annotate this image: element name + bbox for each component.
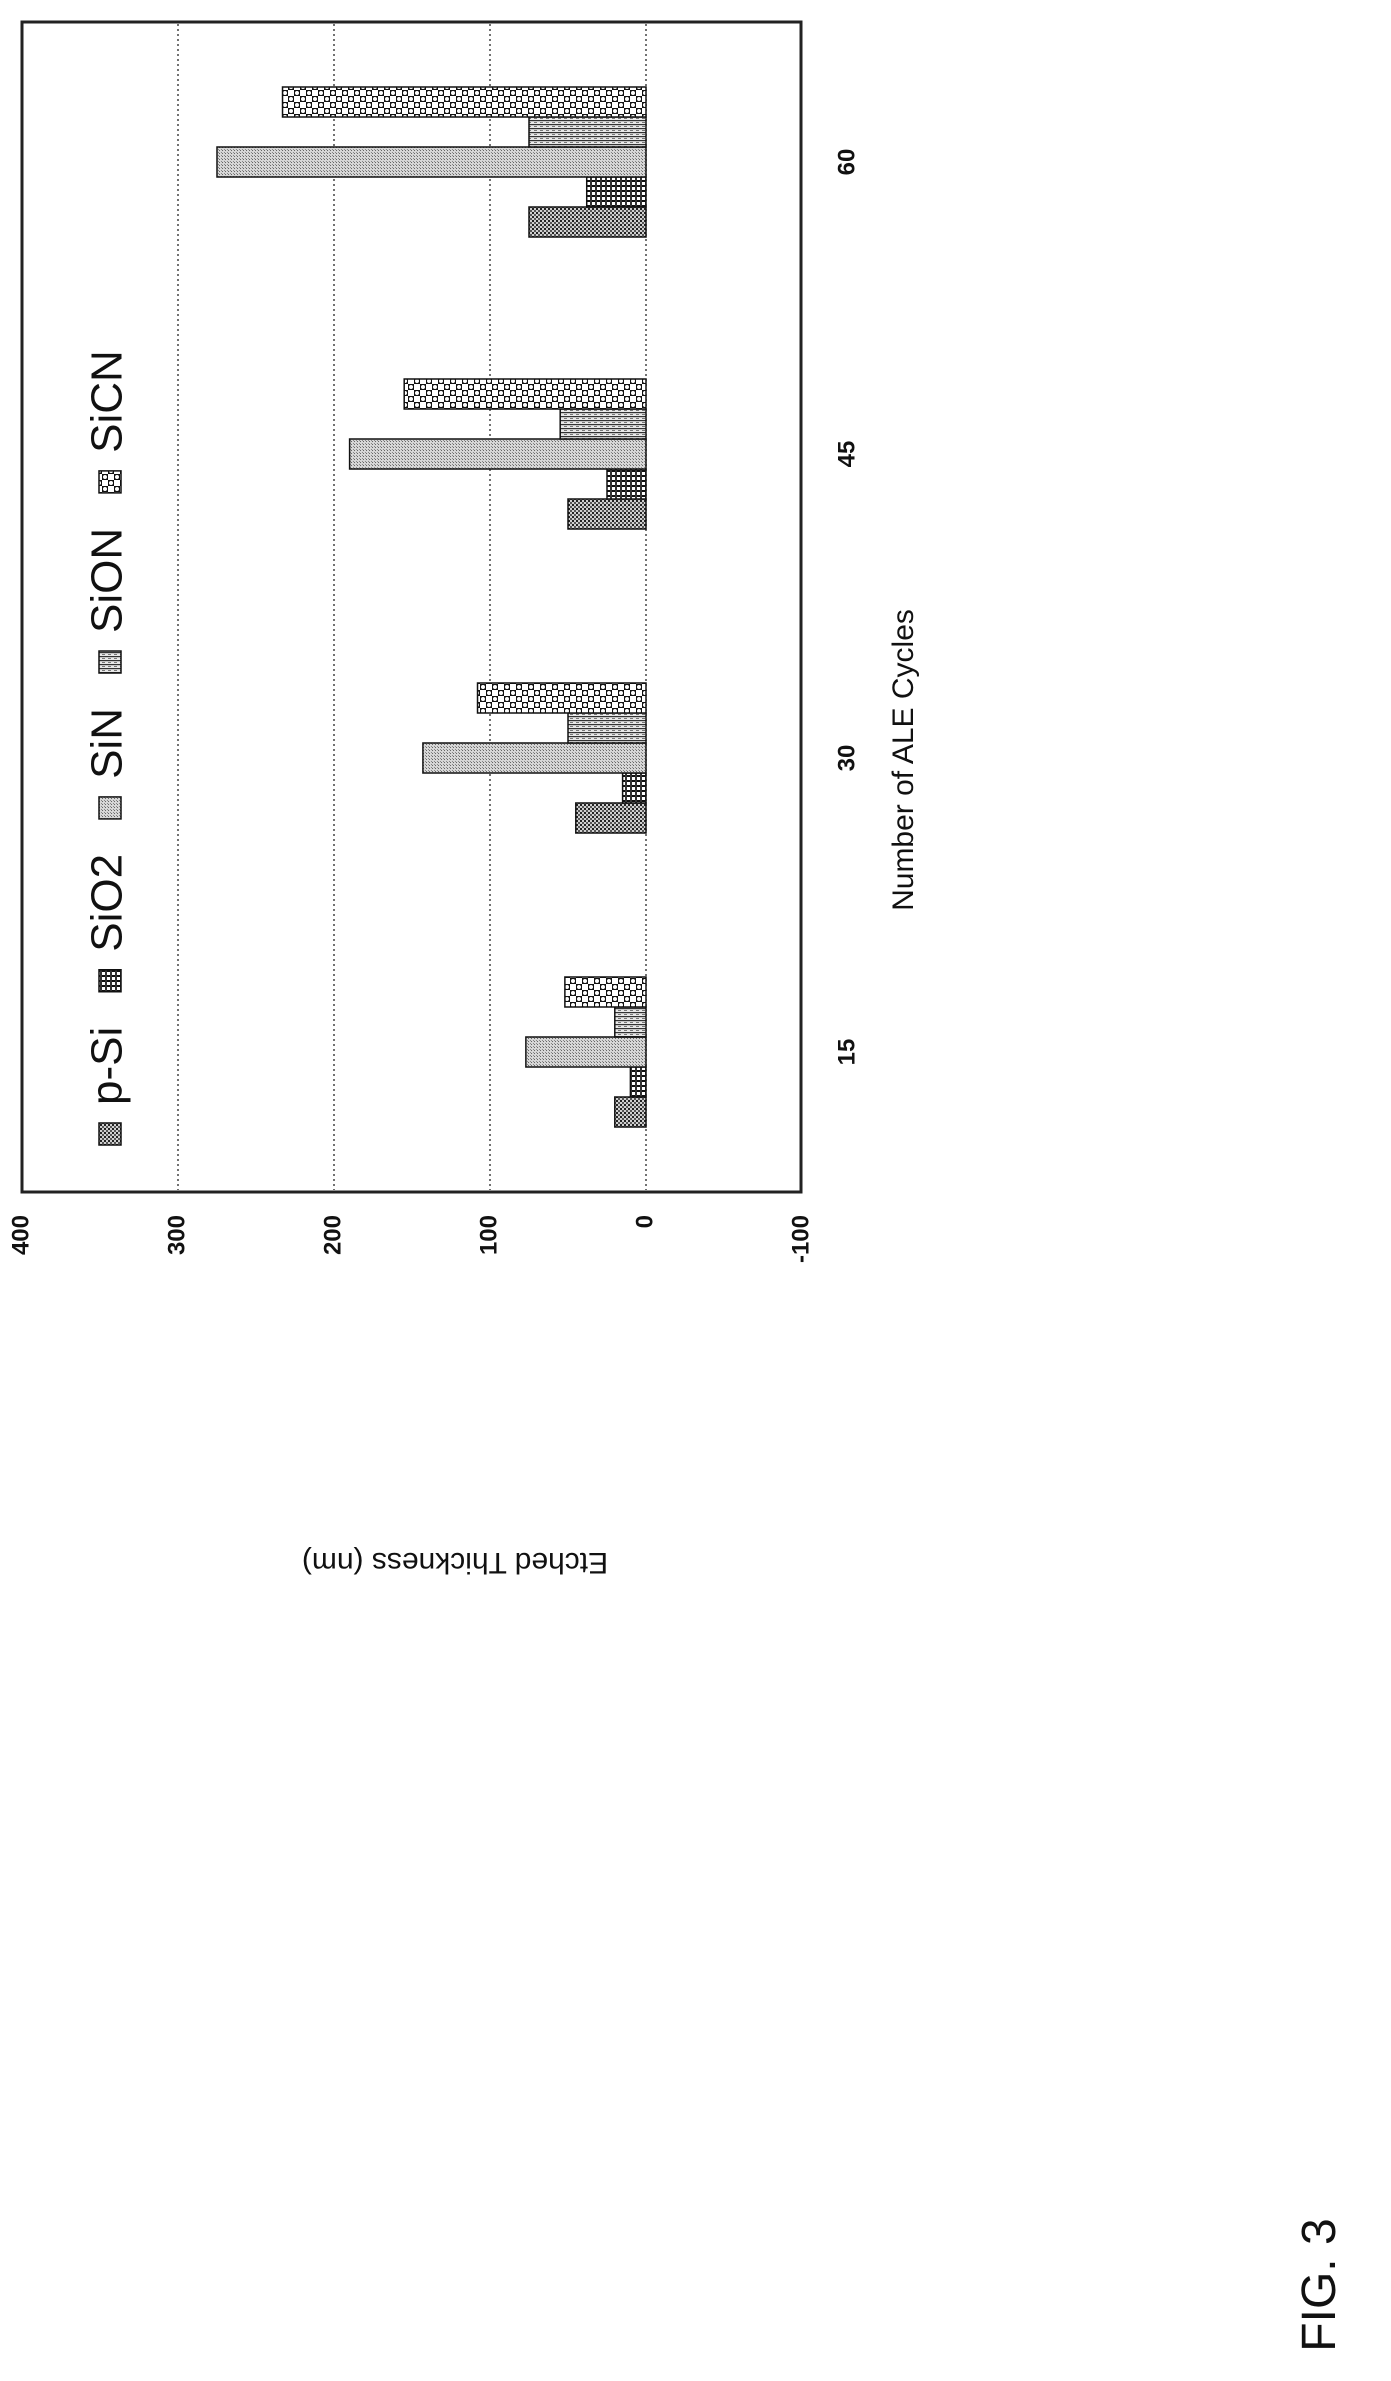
y-tick-label: 300: [163, 1215, 190, 1255]
bars-group: [216, 86, 647, 1128]
legend-label: SiO2: [83, 854, 132, 952]
bar: [564, 976, 647, 1008]
bar: [567, 498, 647, 530]
bar: [528, 116, 647, 148]
x-tick-label: 30: [833, 745, 860, 772]
bar: [559, 408, 647, 440]
bar: [403, 378, 647, 410]
y-axis-title: Etched Thickness (nm): [302, 1546, 608, 1579]
bar: [281, 86, 647, 118]
x-tick-label: 45: [833, 441, 860, 468]
legend-swatch: [98, 796, 122, 820]
bar: [621, 772, 647, 804]
legend-swatch: [98, 1122, 122, 1146]
plot-frame: [20, 20, 803, 1194]
x-tick-label: 15: [833, 1039, 860, 1066]
legend: p-Si SiO2 SiN SiON SiCN: [83, 350, 132, 1146]
bar: [629, 1066, 647, 1098]
y-tick-label: 200: [319, 1215, 346, 1255]
bar: [575, 802, 647, 834]
bar: [585, 176, 647, 208]
bar: [422, 742, 647, 774]
grid-lines: [177, 24, 647, 1190]
bar: [606, 468, 647, 500]
legend-label: SiON: [83, 528, 132, 633]
figure-label: FIG. 3: [1293, 2218, 1346, 2351]
legend-label: SiN: [83, 708, 132, 779]
legend-swatch: [98, 470, 122, 494]
y-tick-label: 400: [7, 1215, 34, 1255]
y-tick-label: -100: [787, 1215, 814, 1263]
bar: [216, 146, 647, 178]
y-tick-label: 100: [475, 1215, 502, 1255]
x-axis-title: Number of ALE Cycles: [887, 609, 920, 911]
x-tick-label: 60: [833, 149, 860, 176]
bar: [528, 206, 647, 238]
x-tick-labels: 15 30 45 60: [833, 149, 860, 1066]
legend-label: p-Si: [83, 1027, 132, 1105]
bar: [525, 1036, 647, 1068]
legend-label: SiCN: [83, 350, 132, 453]
bar: [348, 438, 647, 470]
legend-swatch: [98, 650, 122, 674]
y-tick-label: 0: [631, 1215, 658, 1228]
bar: [614, 1006, 647, 1038]
bar: [614, 1096, 647, 1128]
y-tick-labels: -100 0 100 200 300 400: [7, 1215, 814, 1263]
bar: [476, 682, 647, 714]
legend-swatch: [98, 969, 122, 993]
bar: [567, 712, 647, 744]
